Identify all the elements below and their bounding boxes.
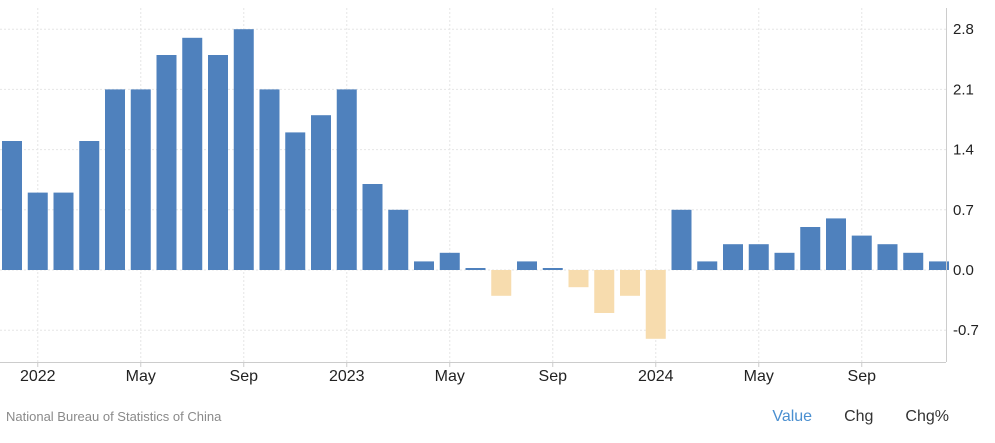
y-tick-label: 0.0	[953, 262, 974, 279]
bar-2022-11[interactable]	[285, 132, 306, 270]
bar-2024-10[interactable]	[877, 244, 898, 270]
bar-2024-04[interactable]	[723, 244, 743, 270]
chart-bars	[2, 29, 949, 339]
bar-2022-06[interactable]	[156, 55, 177, 270]
bar-2023-05[interactable]	[439, 252, 460, 270]
bar-2023-11[interactable]	[594, 270, 615, 313]
bar-2024-09[interactable]	[851, 235, 872, 270]
chart-axes: 2.8 2.1 1.4 0.7 0.0 -0.7 2022 May Sep 2023 May Sep 2…	[0, 8, 979, 385]
bar-2022-03[interactable]	[79, 141, 100, 270]
bar-2023-10[interactable]	[568, 270, 589, 288]
bar-2024-12[interactable]	[929, 261, 949, 270]
bar-2022-12[interactable]	[311, 115, 331, 270]
bar-2021-12[interactable]	[2, 141, 22, 270]
bar-2023-02[interactable]	[362, 184, 383, 270]
x-tick-label: May	[126, 368, 156, 385]
bar-chart: 2.8 2.1 1.4 0.7 0.0 -0.7 2022 May Sep 2023 May Sep 2…	[0, 8, 979, 385]
x-tick-label: 2024	[638, 368, 674, 385]
x-tick-label: Sep	[230, 368, 259, 385]
bar-2022-07[interactable]	[182, 37, 203, 270]
bar-2023-06[interactable]	[465, 268, 486, 270]
y-tick-label: -0.7	[953, 322, 979, 339]
bar-2022-09[interactable]	[233, 29, 254, 271]
x-tick-label: Sep	[539, 368, 568, 385]
bar-2023-09[interactable]	[542, 268, 563, 270]
view-tabs: Value Chg Chg%	[772, 408, 949, 426]
bar-2024-06[interactable]	[774, 252, 795, 270]
bar-2022-08[interactable]	[208, 55, 228, 270]
bar-2024-05[interactable]	[748, 244, 769, 270]
x-tick-label: Sep	[848, 368, 877, 385]
bar-2022-02[interactable]	[53, 192, 74, 270]
x-tick-label: May	[744, 368, 774, 385]
bar-2023-12[interactable]	[620, 270, 640, 296]
tab-chg[interactable]: Chg	[844, 408, 874, 425]
bar-2022-05[interactable]	[130, 89, 151, 271]
y-tick-label: 0.7	[953, 202, 974, 219]
bar-2023-04[interactable]	[414, 261, 434, 270]
x-tick-label: 2022	[20, 368, 56, 385]
tab-chg-percent[interactable]: Chg%	[905, 408, 949, 425]
bar-2022-01[interactable]	[27, 192, 48, 270]
x-tick-label: May	[435, 368, 465, 385]
source-label: National Bureau of Statistics of China	[6, 409, 222, 424]
bar-2023-08[interactable]	[517, 261, 537, 270]
bar-2024-07[interactable]	[800, 227, 821, 270]
bar-2022-10[interactable]	[259, 89, 280, 271]
y-tick-label: 1.4	[953, 142, 974, 159]
y-tick-label: 2.1	[953, 81, 974, 98]
tab-value[interactable]: Value	[772, 408, 813, 425]
bar-2024-01[interactable]	[645, 270, 666, 339]
y-tick-label: 2.8	[953, 21, 974, 38]
bar-2023-01[interactable]	[336, 89, 357, 271]
bar-2023-07[interactable]	[491, 270, 512, 296]
bar-2024-02[interactable]	[671, 209, 692, 270]
bar-2024-11[interactable]	[903, 252, 924, 270]
bar-2022-04[interactable]	[105, 89, 125, 271]
x-tick-label: 2023	[329, 368, 365, 385]
bar-2024-03[interactable]	[697, 261, 718, 270]
bar-2023-03[interactable]	[388, 209, 409, 270]
bar-2024-08[interactable]	[826, 218, 846, 270]
